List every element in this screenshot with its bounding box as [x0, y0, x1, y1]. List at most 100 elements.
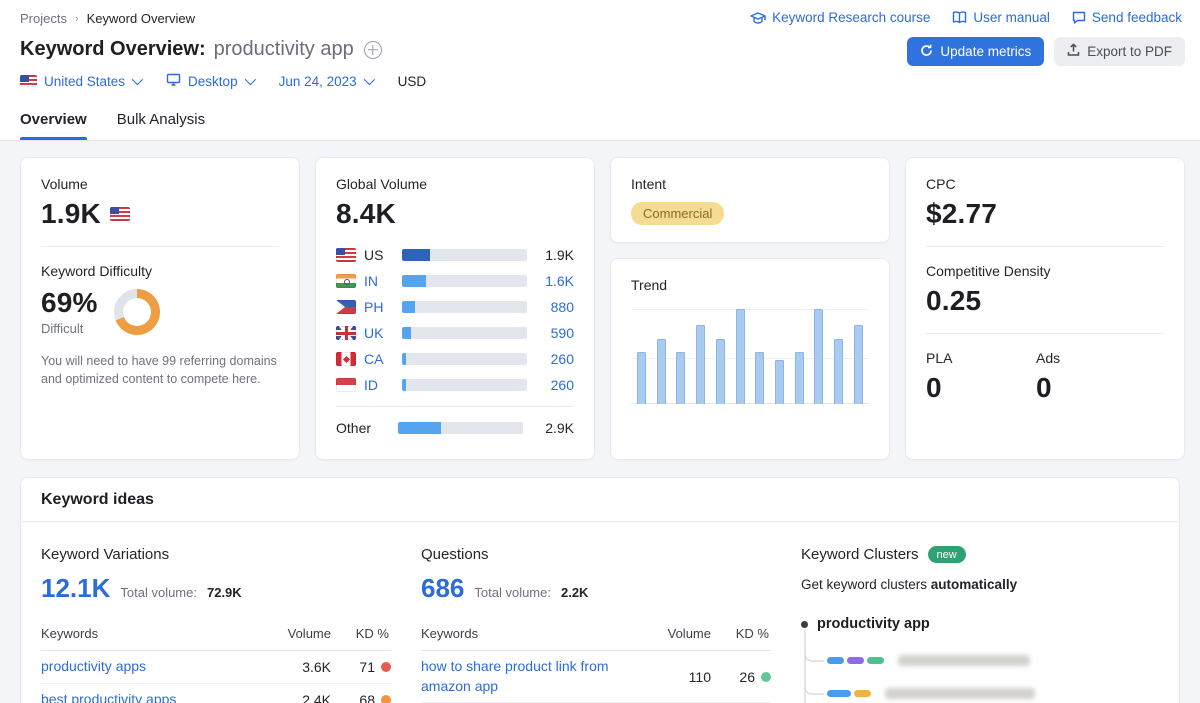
country-volume-row: PH 880 [336, 294, 574, 320]
ads-value: 0 [1036, 372, 1146, 404]
volume-bar-fill [402, 275, 426, 287]
global-volume-value: 8.4K [336, 198, 574, 230]
global-volume-label: Global Volume [336, 176, 574, 192]
currency-label: USD [398, 74, 427, 89]
export-to-pdf-button[interactable]: Export to PDF [1054, 37, 1185, 66]
tab-bar: Overview Bulk Analysis [20, 111, 205, 140]
top-header: Projects › Keyword Overview Keyword Rese… [0, 0, 1200, 141]
keyword-link[interactable]: best productivity apps [41, 684, 269, 703]
country-code[interactable]: UK [364, 325, 390, 341]
trend-bar [795, 352, 804, 404]
cpc-label: CPC [926, 176, 1164, 192]
keyword-variations-count[interactable]: 12.1K [41, 573, 110, 604]
chevron-down-icon [132, 74, 143, 85]
keyword-variations-title: Keyword Variations [41, 546, 391, 563]
tab-overview[interactable]: Overview [20, 111, 87, 140]
keyword-link[interactable]: productivity apps [41, 651, 269, 683]
keyword-link[interactable]: how to share product link from amazon ap… [421, 651, 649, 702]
cluster-chips [827, 690, 871, 697]
cluster-tree: productivity app [801, 616, 1159, 703]
purple-chip-icon [847, 657, 864, 664]
country-volume-row: US 1.9K [336, 242, 574, 268]
cluster-row[interactable] [827, 644, 1159, 677]
kd-value: 71 [331, 659, 391, 675]
volume-bar [402, 275, 527, 287]
volume-value: 1.9K [41, 198, 101, 230]
uk-flag-icon [336, 326, 356, 340]
green-chip-icon [867, 657, 884, 664]
device-selector[interactable]: Desktop [166, 73, 253, 89]
kd-green-dot-icon [761, 672, 771, 682]
volume-value: 3.6K [269, 659, 331, 675]
keyword-variations-section: Keyword Variations 12.1K Total volume: 7… [41, 546, 421, 703]
country-code[interactable]: IN [364, 273, 390, 289]
cluster-row[interactable] [827, 677, 1159, 703]
intent-badge[interactable]: Commercial [631, 202, 724, 225]
country-volume-value: 1.9K [545, 247, 574, 263]
chevron-down-icon [244, 74, 255, 85]
tab-bulk-analysis[interactable]: Bulk Analysis [117, 111, 205, 140]
keyword-research-course-link[interactable]: Keyword Research course [750, 10, 930, 25]
country-volume-value: 1.6K [545, 273, 574, 289]
country-code[interactable]: CA [364, 351, 390, 367]
volume-bar-fill [402, 379, 406, 391]
ph-flag-icon [336, 300, 356, 314]
page-title-prefix: Keyword Overview: [20, 38, 206, 61]
divider [41, 246, 279, 247]
id-flag-icon [336, 378, 356, 392]
export-icon [1067, 43, 1080, 60]
breadcrumb-separator-icon: › [75, 13, 79, 25]
add-keyword-icon[interactable] [364, 41, 382, 59]
country-code: US [364, 247, 390, 263]
questions-table: how to share product link from amazon ap… [421, 651, 771, 703]
blue-chip-icon [827, 690, 851, 697]
country-code: Other [336, 420, 390, 436]
keyword-variations-table: productivity apps3.6K71 best productivity… [41, 651, 391, 703]
trend-bars [637, 309, 863, 404]
ca-flag-icon [336, 352, 356, 366]
global-volume-card: Global Volume 8.4K US 1.9K IN 1.6K PH 880 UK59… [315, 157, 595, 460]
volume-bar-fill [398, 422, 441, 434]
questions-title: Questions [421, 546, 771, 563]
volume-bar-fill [402, 327, 411, 339]
trend-bar [676, 352, 685, 404]
pla-label: PLA [926, 350, 1036, 366]
keyword-ideas-card: Keyword ideas Keyword Variations 12.1K T… [20, 477, 1180, 703]
keyword-difficulty-label: Keyword Difficulty [41, 263, 279, 279]
trend-bar [814, 309, 823, 404]
refresh-icon [920, 44, 933, 60]
questions-count[interactable]: 686 [421, 573, 464, 604]
country-volume-value: 880 [551, 299, 574, 315]
filter-bar: United States Desktop Jun 24, 2023 USD [20, 73, 426, 89]
country-volume-row: Other2.9K [336, 415, 574, 441]
country-code[interactable]: ID [364, 377, 390, 393]
volume-difficulty-card: Volume 1.9K Keyword Difficulty 69% Diffi… [20, 157, 300, 460]
volume-bar [398, 422, 523, 434]
intent-label: Intent [631, 176, 869, 192]
user-manual-link[interactable]: User manual [952, 10, 1050, 25]
country-volume-row: UK590 [336, 320, 574, 346]
volume-value: 110 [649, 669, 711, 685]
date-selector[interactable]: Jun 24, 2023 [279, 74, 372, 89]
cluster-tree-lines [802, 630, 828, 703]
trend-chart [631, 309, 869, 404]
clusters-subtitle: Get keyword clusters automatically [801, 577, 1159, 592]
country-volume-value: 260 [551, 351, 574, 367]
update-metrics-button[interactable]: Update metrics [907, 37, 1044, 66]
keyword-clusters-section: Keyword Clusters new Get keyword cluster… [801, 546, 1159, 703]
country-code[interactable]: PH [364, 299, 390, 315]
book-icon [952, 11, 967, 24]
keyword-clusters-title: Keyword Clusters [801, 546, 919, 563]
kd-red-dot-icon [381, 662, 391, 672]
breadcrumb-projects[interactable]: Projects [20, 11, 67, 26]
header-actions: Update metrics Export to PDF [907, 37, 1185, 66]
page-title: Keyword Overview: productivity app [20, 38, 382, 61]
kd-value: 26 [711, 669, 771, 685]
table-header: Keywords Volume KD % [41, 626, 391, 651]
send-feedback-link[interactable]: Send feedback [1072, 10, 1182, 25]
country-selector[interactable]: United States [20, 74, 140, 89]
cpc-card: CPC $2.77 Competitive Density 0.25 PLA 0… [905, 157, 1185, 460]
total-volume-value: 72.9K [207, 585, 242, 600]
help-links: Keyword Research course User manual Send… [750, 10, 1182, 25]
kd-number: 68 [359, 692, 375, 703]
